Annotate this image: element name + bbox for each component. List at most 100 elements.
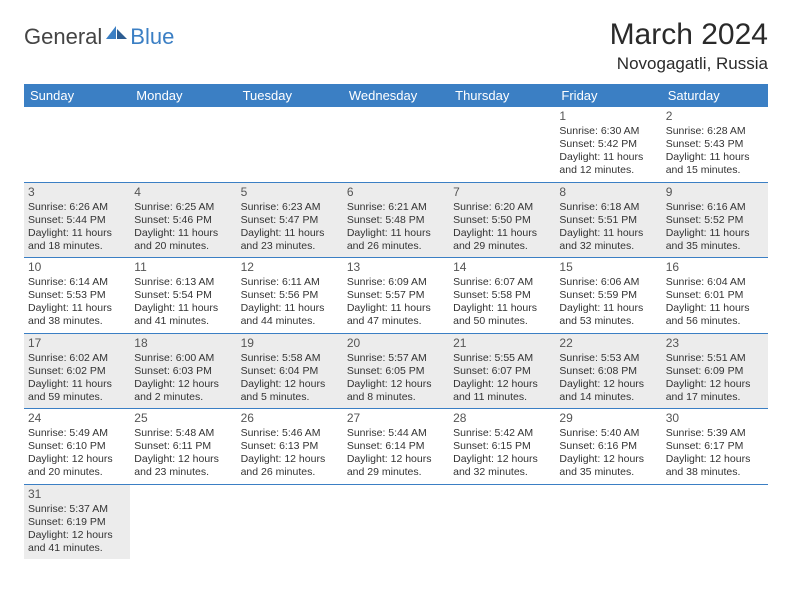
- day-number: 21: [453, 336, 551, 351]
- day-number: 15: [559, 260, 657, 275]
- calendar-cell: 18Sunrise: 6:00 AMSunset: 6:03 PMDayligh…: [130, 333, 236, 409]
- day-number: 4: [134, 185, 232, 200]
- daylight-text: Daylight: 11 hours and 18 minutes.: [28, 227, 126, 253]
- daylight-text: Daylight: 12 hours and 14 minutes.: [559, 378, 657, 404]
- day-number: 19: [241, 336, 339, 351]
- calendar-cell: 25Sunrise: 5:48 AMSunset: 6:11 PMDayligh…: [130, 409, 236, 485]
- sunset-text: Sunset: 5:43 PM: [666, 138, 764, 151]
- sunrise-text: Sunrise: 5:42 AM: [453, 427, 551, 440]
- sunset-text: Sunset: 5:42 PM: [559, 138, 657, 151]
- calendar-cell: 30Sunrise: 5:39 AMSunset: 6:17 PMDayligh…: [662, 409, 768, 485]
- sunrise-text: Sunrise: 5:53 AM: [559, 352, 657, 365]
- sunrise-text: Sunrise: 6:04 AM: [666, 276, 764, 289]
- sunrise-text: Sunrise: 5:51 AM: [666, 352, 764, 365]
- daylight-text: Daylight: 12 hours and 2 minutes.: [134, 378, 232, 404]
- day-number: 29: [559, 411, 657, 426]
- weekday-header: Sunday: [24, 84, 130, 107]
- calendar-week-row: 17Sunrise: 6:02 AMSunset: 6:02 PMDayligh…: [24, 333, 768, 409]
- sunset-text: Sunset: 6:02 PM: [28, 365, 126, 378]
- day-number: 8: [559, 185, 657, 200]
- calendar-cell: 23Sunrise: 5:51 AMSunset: 6:09 PMDayligh…: [662, 333, 768, 409]
- calendar-cell: 3Sunrise: 6:26 AMSunset: 5:44 PMDaylight…: [24, 182, 130, 258]
- day-number: 16: [666, 260, 764, 275]
- daylight-text: Daylight: 11 hours and 23 minutes.: [241, 227, 339, 253]
- daylight-text: Daylight: 12 hours and 23 minutes.: [134, 453, 232, 479]
- day-number: 18: [134, 336, 232, 351]
- calendar-cell: 9Sunrise: 6:16 AMSunset: 5:52 PMDaylight…: [662, 182, 768, 258]
- sunset-text: Sunset: 5:50 PM: [453, 214, 551, 227]
- sunset-text: Sunset: 6:10 PM: [28, 440, 126, 453]
- sunset-text: Sunset: 6:11 PM: [134, 440, 232, 453]
- sunrise-text: Sunrise: 5:37 AM: [28, 503, 126, 516]
- sunset-text: Sunset: 5:57 PM: [347, 289, 445, 302]
- sunset-text: Sunset: 6:15 PM: [453, 440, 551, 453]
- daylight-text: Daylight: 11 hours and 12 minutes.: [559, 151, 657, 177]
- month-title: March 2024: [610, 18, 768, 52]
- calendar-cell: 2Sunrise: 6:28 AMSunset: 5:43 PMDaylight…: [662, 107, 768, 182]
- day-number: 13: [347, 260, 445, 275]
- calendar-cell: 16Sunrise: 6:04 AMSunset: 6:01 PMDayligh…: [662, 258, 768, 334]
- sunrise-text: Sunrise: 6:06 AM: [559, 276, 657, 289]
- sunrise-text: Sunrise: 5:40 AM: [559, 427, 657, 440]
- calendar-cell: [343, 107, 449, 182]
- sunset-text: Sunset: 6:01 PM: [666, 289, 764, 302]
- daylight-text: Daylight: 12 hours and 38 minutes.: [666, 453, 764, 479]
- calendar-week-row: 10Sunrise: 6:14 AMSunset: 5:53 PMDayligh…: [24, 258, 768, 334]
- calendar-cell: [343, 484, 449, 559]
- calendar-cell: 11Sunrise: 6:13 AMSunset: 5:54 PMDayligh…: [130, 258, 236, 334]
- sunset-text: Sunset: 6:03 PM: [134, 365, 232, 378]
- sunset-text: Sunset: 5:56 PM: [241, 289, 339, 302]
- calendar-cell: 21Sunrise: 5:55 AMSunset: 6:07 PMDayligh…: [449, 333, 555, 409]
- sunrise-text: Sunrise: 6:21 AM: [347, 201, 445, 214]
- daylight-text: Daylight: 12 hours and 11 minutes.: [453, 378, 551, 404]
- sunset-text: Sunset: 5:44 PM: [28, 214, 126, 227]
- day-number: 27: [347, 411, 445, 426]
- calendar-cell: [237, 107, 343, 182]
- sunset-text: Sunset: 5:58 PM: [453, 289, 551, 302]
- day-number: 17: [28, 336, 126, 351]
- page-header: General Blue March 2024 Novogagatli, Rus…: [24, 18, 768, 74]
- sunrise-text: Sunrise: 6:02 AM: [28, 352, 126, 365]
- calendar-week-row: 1Sunrise: 6:30 AMSunset: 5:42 PMDaylight…: [24, 107, 768, 182]
- sunrise-text: Sunrise: 5:55 AM: [453, 352, 551, 365]
- weekday-header: Saturday: [662, 84, 768, 107]
- sunset-text: Sunset: 5:53 PM: [28, 289, 126, 302]
- sunrise-text: Sunrise: 6:26 AM: [28, 201, 126, 214]
- calendar-cell: 5Sunrise: 6:23 AMSunset: 5:47 PMDaylight…: [237, 182, 343, 258]
- calendar-cell: 10Sunrise: 6:14 AMSunset: 5:53 PMDayligh…: [24, 258, 130, 334]
- day-number: 20: [347, 336, 445, 351]
- calendar-cell: [555, 484, 661, 559]
- daylight-text: Daylight: 11 hours and 15 minutes.: [666, 151, 764, 177]
- calendar-cell: 17Sunrise: 6:02 AMSunset: 6:02 PMDayligh…: [24, 333, 130, 409]
- day-number: 24: [28, 411, 126, 426]
- sunset-text: Sunset: 6:09 PM: [666, 365, 764, 378]
- sunrise-text: Sunrise: 6:00 AM: [134, 352, 232, 365]
- calendar-cell: 31Sunrise: 5:37 AMSunset: 6:19 PMDayligh…: [24, 484, 130, 559]
- sunset-text: Sunset: 5:48 PM: [347, 214, 445, 227]
- weekday-header: Tuesday: [237, 84, 343, 107]
- day-number: 5: [241, 185, 339, 200]
- calendar-cell: 14Sunrise: 6:07 AMSunset: 5:58 PMDayligh…: [449, 258, 555, 334]
- sunrise-text: Sunrise: 6:16 AM: [666, 201, 764, 214]
- daylight-text: Daylight: 11 hours and 53 minutes.: [559, 302, 657, 328]
- weekday-header: Thursday: [449, 84, 555, 107]
- calendar-cell: [449, 107, 555, 182]
- day-number: 25: [134, 411, 232, 426]
- daylight-text: Daylight: 11 hours and 26 minutes.: [347, 227, 445, 253]
- sunset-text: Sunset: 6:16 PM: [559, 440, 657, 453]
- logo-text-1: General: [24, 24, 102, 50]
- calendar-cell: 6Sunrise: 6:21 AMSunset: 5:48 PMDaylight…: [343, 182, 449, 258]
- daylight-text: Daylight: 11 hours and 59 minutes.: [28, 378, 126, 404]
- sunset-text: Sunset: 5:51 PM: [559, 214, 657, 227]
- calendar-cell: [130, 107, 236, 182]
- calendar-cell: 24Sunrise: 5:49 AMSunset: 6:10 PMDayligh…: [24, 409, 130, 485]
- calendar-cell: [237, 484, 343, 559]
- daylight-text: Daylight: 12 hours and 35 minutes.: [559, 453, 657, 479]
- calendar-cell: 22Sunrise: 5:53 AMSunset: 6:08 PMDayligh…: [555, 333, 661, 409]
- daylight-text: Daylight: 11 hours and 32 minutes.: [559, 227, 657, 253]
- daylight-text: Daylight: 12 hours and 32 minutes.: [453, 453, 551, 479]
- title-block: March 2024 Novogagatli, Russia: [610, 18, 768, 74]
- day-number: 26: [241, 411, 339, 426]
- calendar-cell: [130, 484, 236, 559]
- location: Novogagatli, Russia: [610, 54, 768, 74]
